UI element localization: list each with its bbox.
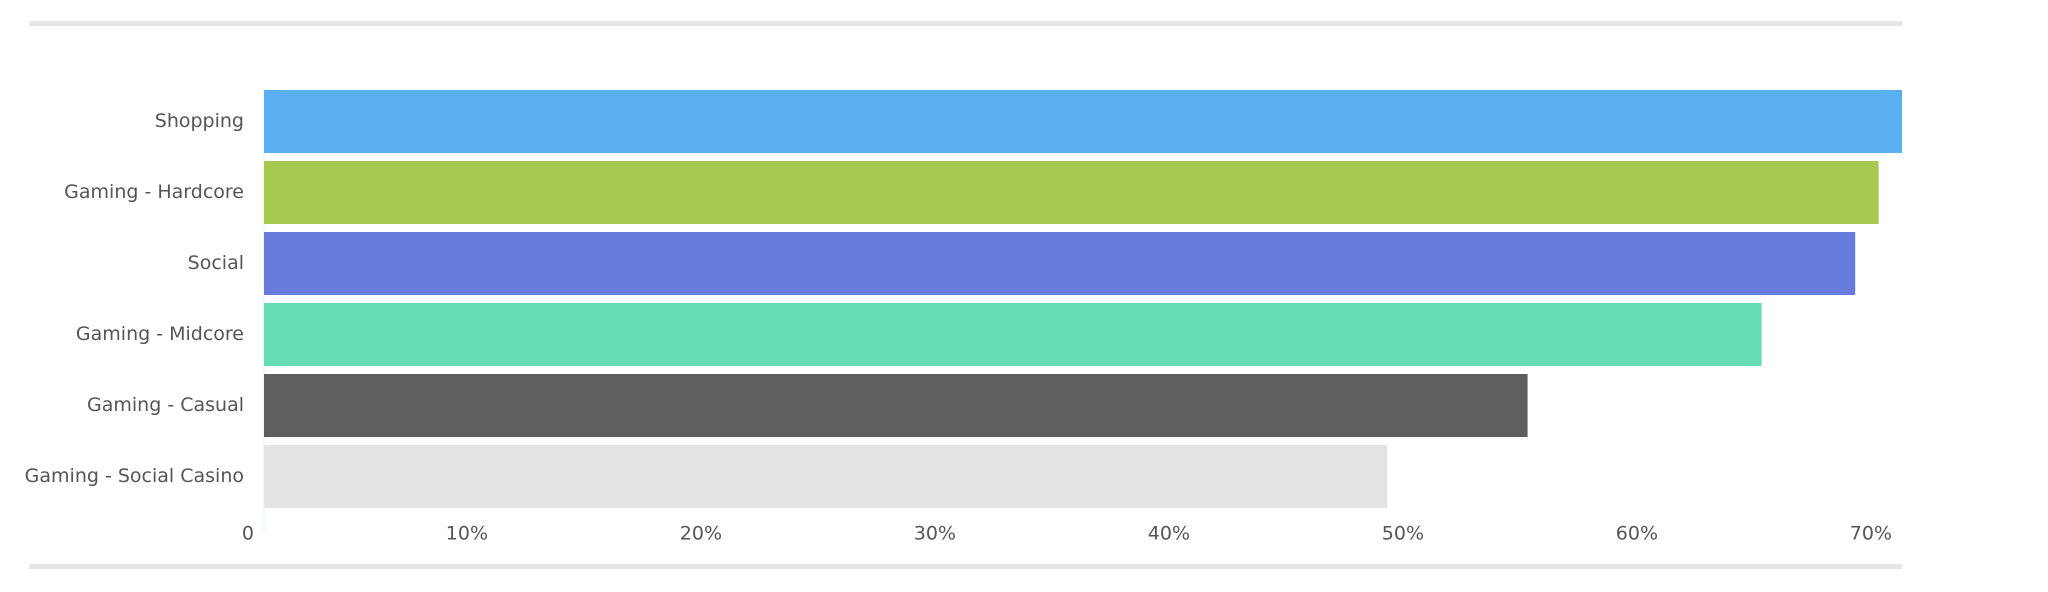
bar [264,374,1528,437]
x-tick-label: 10% [446,523,488,545]
y-tick-label: Shopping [155,110,244,132]
x-tick-label: 40% [1148,523,1190,545]
bar [264,90,1902,153]
x-tick-label: 30% [914,523,956,545]
y-tick-label: Gaming - Casual [87,394,244,416]
top-rule [29,21,1902,26]
y-tick-label: Gaming - Hardcore [64,181,244,203]
bar [264,445,1388,508]
x-tick-label: 0 [242,523,254,545]
x-tick-label: 60% [1616,523,1658,545]
y-tick-label: Gaming - Midcore [76,323,244,345]
y-tick-label: Social [188,252,244,274]
y-tick-label: Gaming - Social Casino [25,465,244,487]
x-tick-label: 50% [1382,523,1424,545]
bottom-rule [29,564,1902,569]
bar [264,161,1879,224]
bar [264,303,1762,366]
bar [264,232,1856,295]
x-tick-label: 70% [1850,523,1892,545]
x-tick-label: 20% [680,523,722,545]
